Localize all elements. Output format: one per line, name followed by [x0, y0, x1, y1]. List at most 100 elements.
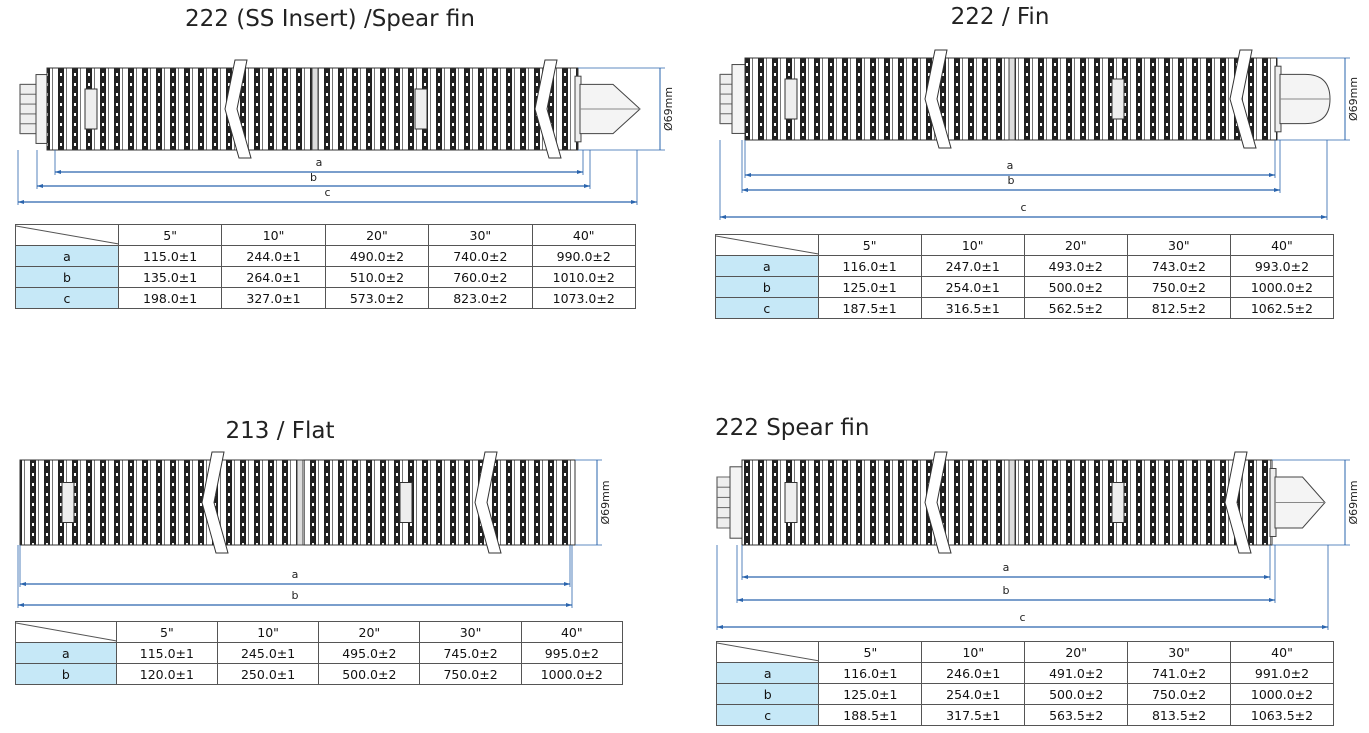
- table-cell: 1000.0±2: [1230, 683, 1334, 705]
- table-cell: 812.5±2: [1126, 297, 1231, 319]
- column-header: 20": [1023, 234, 1128, 256]
- table-header-row: 5" 10" 20" 30" 40": [715, 641, 1334, 663]
- table-cell: 327.0±1: [221, 287, 326, 309]
- column-header: 5": [818, 641, 923, 663]
- break-mark: [1224, 451, 1252, 554]
- table-cell: 115.0±1: [115, 642, 218, 664]
- table-cell: 135.0±1: [117, 266, 223, 288]
- dimension-table: 5" 10" 20" 30" 40" a 116.0±1 246.0±1 491.0±2 741.…: [715, 641, 1334, 726]
- table-cell: 254.0±1: [920, 276, 1025, 298]
- column-header: 5": [117, 224, 223, 246]
- arrow-head: [1269, 173, 1275, 177]
- logo-badge: [784, 482, 798, 523]
- column-header: 5": [115, 621, 218, 643]
- table-cell: 250.0±1: [216, 663, 320, 685]
- table-row: b 135.0±1 264.0±1 510.0±2 760.0±2 1010.0±2: [15, 266, 636, 288]
- table-cell: 1073.0±2: [531, 287, 636, 309]
- table-cell: 116.0±1: [817, 255, 922, 277]
- column-header: 20": [324, 224, 430, 246]
- row-label: a: [715, 662, 820, 684]
- dimension-table: 5" 10" 20" 30" 40" a 115.0±1 244.0±1 490.0±2 740.…: [15, 224, 636, 309]
- table-cell: 120.0±1: [115, 663, 218, 685]
- diagonal-divider: [16, 622, 117, 642]
- break-mark: [534, 59, 562, 159]
- table-cell: 317.5±1: [921, 704, 1026, 726]
- table-cell: 993.0±2: [1229, 255, 1334, 277]
- corner-cell: [715, 234, 819, 256]
- column-header: 20": [318, 621, 421, 643]
- arrow-head: [18, 200, 24, 204]
- table-cell: 760.0±2: [428, 266, 533, 288]
- column-header: 30": [428, 224, 533, 246]
- corner-cell: [15, 224, 119, 246]
- table-row: a 115.0±1 245.0±1 495.0±2 745.0±2 995.0±2: [15, 642, 623, 664]
- column-header: 40": [520, 621, 623, 643]
- table-cell: 115.0±1: [117, 245, 223, 267]
- logo-badge: [414, 88, 428, 130]
- arrow-head: [584, 184, 590, 188]
- collar: [729, 466, 743, 539]
- arrow-head: [566, 603, 572, 607]
- dimension-label: b: [310, 171, 317, 184]
- row-label: a: [15, 245, 119, 267]
- arrow-head: [717, 625, 723, 629]
- dimension-label: a: [1003, 561, 1010, 574]
- logo-badge: [1111, 482, 1125, 523]
- arrow-head: [1269, 598, 1275, 602]
- table-cell: 1062.5±2: [1229, 297, 1334, 319]
- thread-adapter: [716, 476, 731, 529]
- arrow-head: [55, 170, 61, 174]
- table-cell: 116.0±1: [818, 662, 923, 684]
- cartridge-drawing: Ø69mm ab c: [716, 451, 1360, 630]
- table-header-row: 5" 10" 20" 30" 40": [15, 621, 623, 643]
- table-cell: 563.5±2: [1024, 704, 1129, 726]
- table-cell: 316.5±1: [920, 297, 1025, 319]
- column-header: 40": [1229, 234, 1334, 256]
- table-row: a 116.0±1 246.0±1 491.0±2 741.0±2 991.0±2: [715, 662, 1334, 684]
- column-header: 40": [1230, 641, 1334, 663]
- arrow-head: [37, 184, 43, 188]
- table-cell: 743.0±2: [1126, 255, 1231, 277]
- table-cell: 990.0±2: [531, 245, 636, 267]
- table-cell: 740.0±2: [428, 245, 533, 267]
- filter-body: [741, 459, 1273, 546]
- table-cell: 750.0±2: [419, 663, 522, 685]
- table-cell: 198.0±1: [117, 287, 223, 309]
- arrow-head: [631, 200, 637, 204]
- diagonal-divider: [16, 225, 119, 245]
- table-cell: 188.5±1: [818, 704, 923, 726]
- row-label: b: [15, 266, 119, 288]
- table-row: c 198.0±1 327.0±1 573.0±2 823.0±2 1073.0±2: [15, 287, 636, 309]
- cartridge-drawing: Ø69mm ab c: [719, 49, 1360, 220]
- collar: [35, 74, 48, 144]
- dimension-label: b: [1003, 584, 1010, 597]
- arrow-head: [742, 575, 748, 579]
- column-header: 5": [817, 234, 922, 256]
- table-row: a 115.0±1 244.0±1 490.0±2 740.0±2 990.0±2: [15, 245, 636, 267]
- row-label: a: [715, 255, 819, 277]
- arrow-head: [745, 173, 751, 177]
- table-cell: 493.0±2: [1023, 255, 1128, 277]
- logo-badge: [399, 482, 413, 523]
- break-mark: [201, 451, 229, 554]
- joint-ring: [1008, 459, 1016, 546]
- table-cell: 745.0±2: [419, 642, 522, 664]
- logo-badge: [61, 482, 75, 523]
- diameter-label: Ø69mm: [662, 87, 675, 131]
- table-cell: 125.0±1: [818, 683, 923, 705]
- break-mark: [224, 59, 252, 159]
- table-cell: 573.0±2: [324, 287, 430, 309]
- arrow-head: [737, 598, 743, 602]
- column-header: 40": [531, 224, 636, 246]
- break-mark: [924, 49, 952, 149]
- cartridge-drawing: Ø69mm ab: [17, 451, 612, 608]
- arrow-head: [1264, 575, 1270, 579]
- table-cell: 500.0±2: [1024, 683, 1129, 705]
- dimension-label: b: [292, 589, 299, 602]
- arrow-head: [20, 582, 26, 586]
- column-header: 10": [921, 641, 1026, 663]
- dimension-table: 5" 10" 20" 30" 40" a 116.0±1 247.0±1 493.0±2 743.…: [715, 234, 1334, 319]
- table-cell: 125.0±1: [817, 276, 922, 298]
- table-cell: 500.0±2: [1023, 276, 1128, 298]
- column-header: 10": [920, 234, 1025, 256]
